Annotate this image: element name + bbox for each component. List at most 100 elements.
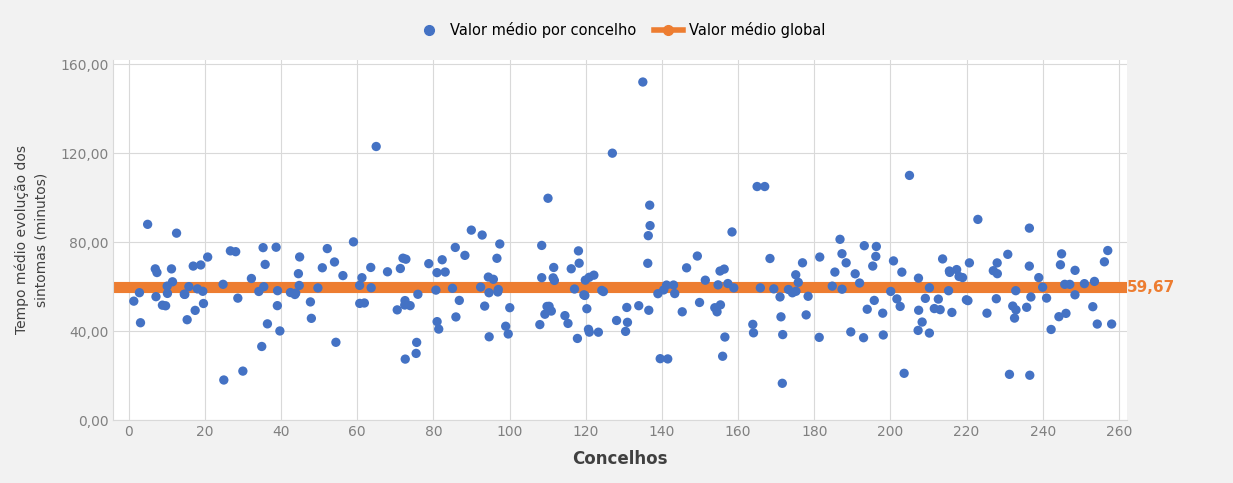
Valor médio por concelho: [147, 293, 166, 300]
Valor médio por concelho: [145, 265, 165, 273]
Valor médio por concelho: [771, 293, 790, 301]
Valor médio por concelho: [825, 268, 845, 276]
Valor médio por concelho: [175, 291, 195, 298]
Valor médio por concelho: [138, 220, 158, 228]
Valor médio por concelho: [539, 302, 559, 310]
Valor médio por concelho: [912, 318, 932, 326]
Valor médio por concelho: [281, 289, 301, 297]
Valor médio por concelho: [832, 250, 852, 257]
Valor médio por concelho: [653, 286, 673, 294]
Valor médio por concelho: [864, 297, 884, 304]
Valor médio por concelho: [695, 276, 715, 284]
Valor médio por concelho: [326, 339, 345, 346]
Valor médio por concelho: [575, 291, 594, 298]
Valor médio por concelho: [890, 302, 910, 310]
Valor médio por concelho: [450, 297, 470, 304]
Valor médio por concelho: [592, 286, 612, 294]
Valor médio por concelho: [361, 264, 381, 271]
Valor médio por concelho: [471, 283, 491, 291]
Valor médio por concelho: [743, 329, 763, 337]
Valor médio por concelho: [822, 282, 842, 290]
Valor médio por concelho: [1097, 247, 1117, 255]
Valor médio por concelho: [301, 298, 321, 306]
Valor médio por concelho: [395, 301, 414, 309]
Valor médio por concelho: [187, 285, 207, 293]
Valor médio por concelho: [723, 228, 742, 236]
Valor médio por concelho: [488, 288, 508, 296]
Valor médio por concelho: [773, 331, 793, 339]
Valor médio por concelho: [191, 261, 211, 269]
Valor médio por concelho: [213, 281, 233, 288]
Valor médio por concelho: [863, 262, 883, 270]
Valor médio por concelho: [455, 252, 475, 259]
Valor médio por concelho: [615, 327, 635, 335]
Valor médio por concelho: [461, 226, 481, 234]
Valor médio por concelho: [854, 242, 874, 250]
Valor médio por concelho: [977, 309, 996, 317]
Valor médio por concelho: [580, 273, 599, 281]
Valor médio por concelho: [353, 274, 372, 282]
Valor médio por concelho: [387, 306, 407, 314]
Valor médio por concelho: [166, 229, 186, 237]
Valor médio por concelho: [312, 264, 332, 271]
Valor médio por concelho: [366, 142, 386, 150]
Valor médio por concelho: [942, 309, 962, 316]
Valor médio por concelho: [708, 308, 727, 316]
Valor médio por concelho: [713, 353, 732, 360]
Valor médio por concelho: [268, 302, 287, 310]
Valor médio por concelho: [751, 284, 771, 292]
Valor médio por concelho: [788, 279, 808, 286]
Valor médio por concelho: [174, 290, 194, 298]
Valor médio por concelho: [578, 326, 598, 333]
Valor médio por concelho: [445, 243, 465, 251]
Valor médio por concelho: [920, 329, 940, 337]
Valor médio por concelho: [850, 279, 869, 287]
Valor médio por concelho: [249, 287, 269, 295]
Valor médio por concelho: [391, 265, 411, 272]
Valor médio por concelho: [798, 292, 817, 300]
Valor médio por concelho: [787, 287, 806, 295]
Valor médio por concelho: [162, 265, 181, 273]
Valor médio por concelho: [940, 269, 959, 276]
Valor médio por concelho: [949, 272, 969, 280]
Valor médio por concelho: [567, 335, 587, 342]
Valor médio global: [121, 284, 136, 290]
Valor médio por concelho: [1021, 293, 1041, 301]
Valor médio por concelho: [496, 322, 515, 330]
Valor médio por concelho: [258, 320, 277, 327]
Valor médio por concelho: [446, 313, 466, 321]
Valor médio por concelho: [984, 267, 1004, 274]
Valor médio por concelho: [891, 268, 911, 276]
Valor médio por concelho: [561, 265, 581, 272]
Valor médio por concelho: [1000, 370, 1020, 378]
Valor médio por concelho: [853, 334, 873, 341]
Valor médio por concelho: [396, 355, 416, 363]
Valor médio por concelho: [957, 296, 977, 304]
Valor médio por concelho: [408, 290, 428, 298]
Valor médio por concelho: [778, 285, 798, 293]
Valor médio por concelho: [797, 311, 816, 319]
Valor médio por concelho: [953, 274, 973, 282]
Valor médio por concelho: [559, 320, 578, 327]
Valor médio por concelho: [184, 262, 203, 270]
Valor médio por concelho: [1028, 274, 1048, 282]
Valor médio por concelho: [764, 285, 784, 293]
Valor médio por concelho: [179, 283, 199, 290]
Valor médio por concelho: [867, 242, 887, 250]
Valor médio por concelho: [538, 303, 557, 311]
Valor médio por concelho: [607, 317, 626, 325]
Valor médio por concelho: [743, 321, 763, 328]
Valor médio por concelho: [1060, 281, 1080, 288]
Valor médio por concelho: [435, 268, 455, 276]
Valor médio por concelho: [857, 305, 877, 313]
Valor médio por concelho: [255, 260, 275, 268]
Valor médio por concelho: [221, 247, 240, 255]
Valor médio por concelho: [940, 267, 959, 275]
Valor médio por concelho: [545, 277, 565, 284]
Valor médio por concelho: [649, 290, 668, 298]
Valor médio por concelho: [396, 256, 416, 263]
Valor médio por concelho: [928, 295, 948, 303]
Valor médio por concelho: [401, 302, 420, 310]
Valor médio por concelho: [705, 304, 725, 312]
Valor médio por concelho: [568, 247, 588, 255]
